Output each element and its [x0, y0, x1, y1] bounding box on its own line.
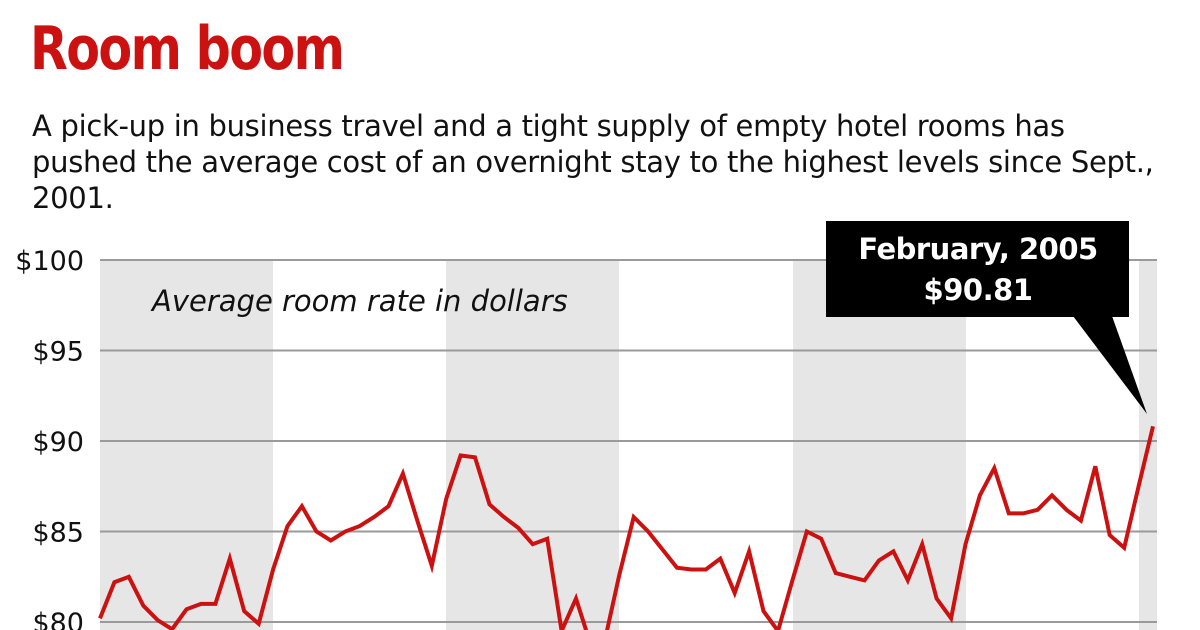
y-tick-label: $85 [32, 518, 84, 549]
chart-title: Room boom [30, 14, 345, 84]
y-tick-label: $90 [32, 427, 84, 458]
series-lines [98, 425, 1155, 630]
callout-box [826, 221, 1129, 317]
y-tick-label: $95 [32, 337, 84, 368]
chart-subtitle: A pick-up in business travel and a tight… [32, 109, 1154, 215]
callout-pointer [1073, 316, 1147, 414]
year-band [793, 260, 966, 630]
year-band [446, 260, 619, 630]
y-tick-label: $80 [32, 608, 84, 630]
callout-value-label: $90.81 [924, 273, 1033, 307]
year-bands [100, 260, 1157, 630]
y-tick-label: $100 [15, 246, 84, 277]
callout-date-label: February, 2005 [858, 232, 1097, 266]
chart-inner-label: Average room rate in dollars [150, 284, 568, 318]
series-line [98, 425, 1155, 630]
peak-callout: February, 2005 $90.81 [826, 221, 1147, 414]
year-band [100, 260, 273, 630]
y-axis-ticks: $100 $95 $90 $85 $80 [15, 246, 84, 630]
